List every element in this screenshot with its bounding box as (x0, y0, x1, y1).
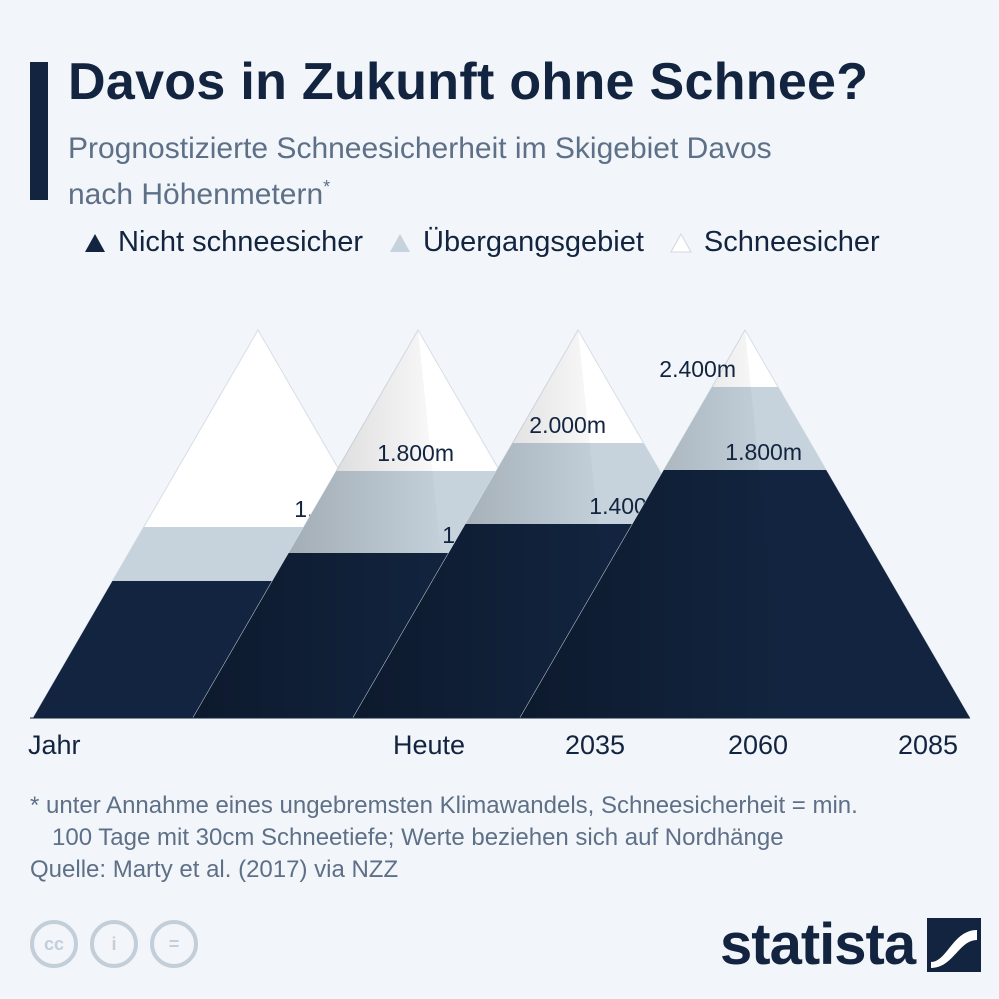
subtitle-footnote-mark: * (323, 177, 331, 197)
boundary-label: 1.800m (725, 439, 802, 465)
footnote-line-1: * unter Annahme eines ungebremsten Klima… (30, 792, 858, 819)
x-tick-label: 2035 (565, 730, 625, 760)
footnote-line-2: 100 Tage mit 30cm Schneetiefe; Werte bez… (52, 824, 784, 851)
legend-label: Schneesicher (703, 226, 880, 258)
boundary-label: 2.000m (529, 412, 606, 438)
statista-mark-icon (927, 918, 982, 972)
cc-icon[interactable]: cc (30, 920, 78, 968)
x-axis-title: Jahr (28, 730, 81, 760)
mountain-shadow (520, 330, 785, 718)
white-triangle-icon (670, 232, 692, 252)
chart-subtitle: Prognostizierte Schneesicherheit im Skig… (68, 130, 928, 214)
mountain-chart: 1.000m1.400m1.200m1.800m1.400m2.000m1.80… (28, 329, 971, 760)
source-note: Quelle: Marty et al. (2017) via NZZ (30, 856, 399, 883)
title-accent-bar (30, 62, 48, 200)
mountain-shadow (353, 330, 618, 718)
no-derivatives-icon[interactable]: = (150, 920, 198, 968)
legend-label: Nicht schneesicher (118, 226, 363, 258)
footnote: * unter Annahme eines ungebremsten Klima… (30, 790, 960, 886)
legend-item-safe: Schneesicher (670, 226, 880, 259)
legend-label: Übergangsgebiet (423, 226, 644, 258)
boundary-label: 2.400m (659, 356, 736, 382)
license-icons: cc i = (30, 920, 210, 968)
attribution-icon[interactable]: i (90, 920, 138, 968)
x-tick-label: Heute (393, 730, 465, 760)
subtitle-line-1: Prognostizierte Schneesicherheit im Skig… (68, 132, 772, 165)
statista-logo[interactable]: statista (720, 912, 982, 977)
dark-triangle-icon (85, 233, 105, 252)
mountain-shadow (193, 330, 458, 718)
legend: Nicht schneesicher Übergangsgebiet Schne… (84, 226, 906, 259)
mountain-2085: 1.800m 2.400m (519, 329, 971, 719)
boundary-label: 1.800m (377, 440, 454, 466)
legend-item-transition: Übergangsgebiet (389, 226, 644, 259)
chart-title: Davos in Zukunft ohne Schnee? (68, 53, 869, 111)
legend-item-not-safe: Nicht schneesicher (84, 226, 363, 259)
grey-triangle-icon (390, 233, 410, 252)
x-tick-label: 2085 (898, 730, 958, 760)
subtitle-line-2: nach Höhenmetern (68, 178, 324, 211)
brand-wordmark: statista (720, 912, 916, 977)
x-tick-label: 2060 (728, 730, 788, 760)
